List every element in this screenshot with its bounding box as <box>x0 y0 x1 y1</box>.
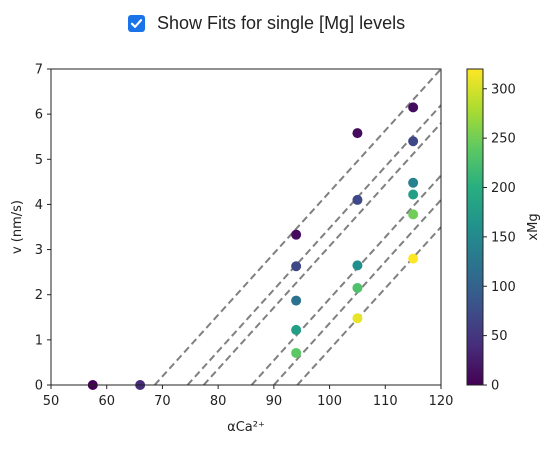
colorbar-tick-label: 300 <box>491 82 516 97</box>
data-point <box>352 260 362 270</box>
data-point <box>408 254 418 264</box>
data-point <box>291 348 301 358</box>
colorbar-tick-label: 0 <box>491 379 499 394</box>
fit-line <box>297 227 441 385</box>
x-tick-label: 90 <box>266 394 283 409</box>
x-tick-label: 50 <box>43 394 60 409</box>
x-tick-label: 110 <box>373 394 398 409</box>
colorbar-label: xMg <box>526 213 541 240</box>
data-point <box>408 189 418 199</box>
colorbar-tick-label: 100 <box>491 280 516 295</box>
y-tick-label: 2 <box>35 288 43 303</box>
data-point <box>408 136 418 146</box>
colorbar <box>467 69 483 385</box>
colorbar-tick-label: 200 <box>491 181 516 196</box>
x-tick-label: 60 <box>98 394 115 409</box>
data-point <box>291 261 301 271</box>
y-tick-label: 4 <box>35 198 43 213</box>
y-tick-label: 7 <box>35 63 43 78</box>
fit-lines <box>155 69 441 385</box>
y-tick-label: 1 <box>35 333 43 348</box>
x-tick-label: 100 <box>317 394 342 409</box>
x-axis-label: αCa²⁺ <box>227 420 265 435</box>
y-tick-label: 3 <box>35 243 43 258</box>
x-tick-label: 70 <box>154 394 171 409</box>
x-tick-label: 120 <box>429 394 454 409</box>
y-axis-label: v (nm/s) <box>10 200 25 254</box>
fit-line <box>252 176 441 385</box>
x-tick-label: 80 <box>210 394 227 409</box>
data-point <box>408 102 418 112</box>
colorbar-tick-label: 150 <box>491 230 516 245</box>
fit-line <box>204 123 441 385</box>
data-point <box>352 128 362 138</box>
y-tick-label: 6 <box>35 108 43 123</box>
fit-line <box>155 69 441 385</box>
plot-frame <box>51 69 441 385</box>
y-tick-label: 5 <box>35 153 43 168</box>
data-point <box>291 325 301 335</box>
data-point <box>291 296 301 306</box>
fit-line <box>188 105 442 385</box>
data-point <box>352 313 362 323</box>
data-point <box>408 209 418 219</box>
data-point <box>408 178 418 188</box>
colorbar-tick-label: 50 <box>491 329 508 344</box>
y-tick-label: 0 <box>35 379 43 394</box>
data-point <box>352 283 362 293</box>
data-point <box>291 230 301 240</box>
data-point <box>352 195 362 205</box>
colorbar-tick-label: 250 <box>491 132 516 147</box>
